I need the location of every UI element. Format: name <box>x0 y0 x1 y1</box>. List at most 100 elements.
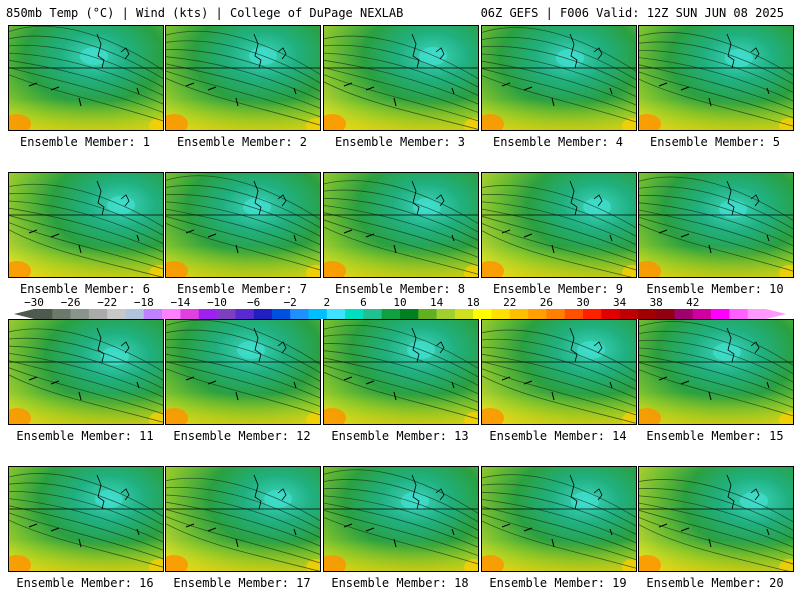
colorbar-cell <box>509 309 529 319</box>
ensemble-map-panel <box>638 466 794 572</box>
colorbar-cell <box>253 309 273 319</box>
ensemble-member-label: Ensemble Member: 18 <box>331 576 469 590</box>
colorbar-tick-label: −14 <box>170 296 191 309</box>
map-panel-graphic <box>324 320 478 424</box>
colorbar-cell <box>180 309 199 319</box>
colorbar-cell <box>546 309 565 319</box>
map-panel-graphic <box>166 26 320 130</box>
map-panel-graphic <box>324 467 478 571</box>
ensemble-member-label: Ensemble Member: 5 <box>649 135 781 149</box>
ensemble-map-panel <box>323 25 479 131</box>
ensemble-map-panel <box>8 25 164 131</box>
map-panel-graphic <box>166 467 320 571</box>
ensemble-map-panel <box>323 319 479 425</box>
colorbar-tick-label: 30 <box>576 296 590 309</box>
colorbar-cell <box>400 309 419 319</box>
ensemble-map-panel <box>8 172 164 278</box>
colorbar-tick-label: 42 <box>686 296 700 309</box>
colorbar-tick-label: 26 <box>539 296 554 309</box>
ensemble-map-panel <box>481 466 637 572</box>
ensemble-map-panel <box>165 25 321 131</box>
colorbar-cell <box>326 309 346 319</box>
ensemble-member-label: Ensemble Member: 17 <box>173 576 311 590</box>
colorbar-cell <box>52 309 71 319</box>
colorbar-cell <box>418 309 437 319</box>
colorbar-tick-label: 22 <box>503 296 517 309</box>
colorbar-tick-label: 18 <box>466 296 480 309</box>
ensemble-map-panel <box>323 466 479 572</box>
colorbar-tick-label: 14 <box>429 296 444 309</box>
colorbar-tick-label: −10 <box>207 296 227 309</box>
colorbar-cell <box>601 309 620 319</box>
ensemble-member-label: Ensemble Member: 15 <box>646 429 784 443</box>
colorbar-cell <box>711 309 730 319</box>
ensemble-member-label: Ensemble Member: 19 <box>489 576 627 590</box>
colorbar-tick-label: 10 <box>393 296 407 309</box>
colorbar-cell <box>656 309 675 319</box>
colorbar-right-arrow <box>766 309 786 319</box>
map-panel-graphic <box>482 173 636 277</box>
ensemble-member-label: Ensemble Member: 7 <box>176 282 308 296</box>
ensemble-member-label: Ensemble Member: 16 <box>16 576 154 590</box>
colorbar-cell <box>436 309 456 319</box>
colorbar-tick-label: −30 <box>24 296 44 309</box>
colorbar-cell <box>564 309 584 319</box>
ensemble-member-label: Ensemble Member: 10 <box>646 282 784 296</box>
ensemble-member-label: Ensemble Member: 12 <box>173 429 311 443</box>
colorbar-cell <box>217 309 236 319</box>
ensemble-map-panel <box>481 25 637 131</box>
map-panel-graphic <box>639 173 793 277</box>
ensemble-member-label: Ensemble Member: 8 <box>334 282 466 296</box>
ensemble-map-panel <box>8 466 164 572</box>
map-panel-graphic <box>639 320 793 424</box>
colorbar-cell <box>619 309 639 319</box>
colorbar-cell <box>70 309 90 319</box>
colorbar-tick-label: 6 <box>360 296 367 309</box>
colorbar-cell <box>290 309 309 319</box>
ensemble-member-label: Ensemble Member: 9 <box>492 282 624 296</box>
run-info: 06Z GEFS | F006 Valid: 12Z SUN JUN 08 20… <box>480 6 784 20</box>
map-panel-graphic <box>9 467 163 571</box>
map-panel-graphic <box>324 173 478 277</box>
colorbar-cell <box>674 309 694 319</box>
ensemble-map-panel <box>638 319 794 425</box>
ensemble-member-label: Ensemble Member: 13 <box>331 429 469 443</box>
colorbar-cell <box>381 309 401 319</box>
colorbar-tick-label: 38 <box>649 296 663 309</box>
map-panel-graphic <box>482 320 636 424</box>
map-panel-graphic <box>639 467 793 571</box>
ensemble-map-panel <box>481 172 637 278</box>
colorbar-cell <box>345 309 364 319</box>
ensemble-member-label: Ensemble Member: 14 <box>489 429 627 443</box>
map-panel-graphic <box>482 26 636 130</box>
colorbar-tick-label: −6 <box>246 296 261 309</box>
colorbar-cell <box>198 309 218 319</box>
ensemble-member-label: Ensemble Member: 11 <box>16 429 154 443</box>
map-panel-graphic <box>639 26 793 130</box>
colorbar-cell <box>34 309 53 319</box>
map-panel-graphic <box>482 467 636 571</box>
colorbar-cell <box>729 309 748 319</box>
colorbar-cell <box>473 309 492 319</box>
colorbar-left-arrow <box>14 309 34 319</box>
ensemble-map-panel <box>638 172 794 278</box>
colorbar-tick-label: 2 <box>323 296 331 309</box>
map-panel-graphic <box>9 26 163 130</box>
ensemble-map-panel <box>481 319 637 425</box>
map-panel-graphic <box>324 26 478 130</box>
colorbar-tick-label: −26 <box>60 296 81 309</box>
ensemble-map-panel <box>8 319 164 425</box>
colorbar-cell <box>363 309 382 319</box>
colorbar-tick-label: 34 <box>612 296 627 309</box>
colorbar-cell <box>491 309 511 319</box>
colorbar-cell <box>88 309 108 319</box>
colorbar-cell <box>162 309 181 319</box>
map-panel-graphic <box>166 173 320 277</box>
ensemble-map-panel <box>638 25 794 131</box>
colorbar-tick-label: −18 <box>133 296 154 309</box>
colorbar-cell <box>692 309 712 319</box>
colorbar-cell <box>308 309 328 319</box>
colorbar-cell <box>271 309 291 319</box>
colorbar-cell <box>107 309 126 319</box>
ensemble-member-label: Ensemble Member: 20 <box>646 576 784 590</box>
